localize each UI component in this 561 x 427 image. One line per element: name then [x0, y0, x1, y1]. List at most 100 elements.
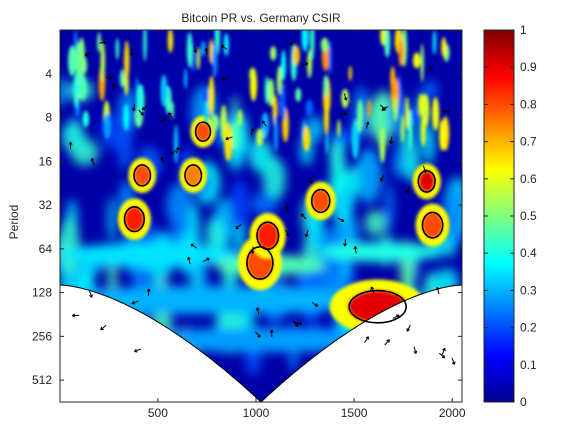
phase-arrow-head: [131, 107, 136, 112]
y-axis-label: Period: [7, 205, 21, 240]
phase-arrow-head: [160, 156, 165, 161]
x-axis: 500 1000 1500 2000: [148, 30, 466, 420]
coherence-texture: [60, 217, 80, 275]
phase-arrow-head: [261, 120, 266, 124]
coherence-texture: [392, 149, 404, 179]
coherence-streak: [323, 99, 330, 135]
coherence-streak: [418, 93, 425, 118]
phase-arrow-head: [257, 334, 261, 338]
y-tick-label: 16: [39, 154, 53, 168]
phase-arrow-head: [314, 303, 319, 307]
phase-arrow: [413, 346, 417, 354]
coherence-streak: [431, 96, 440, 131]
phase-arrow: [439, 352, 446, 359]
coherence-streak: [183, 68, 188, 90]
coherence-streak: [82, 110, 90, 128]
phase-arrow: [100, 324, 107, 331]
phase-arrow-head: [72, 313, 76, 318]
phase-arrow: [255, 331, 261, 338]
coherence-streak: [280, 50, 287, 81]
coherence-streak: [295, 87, 302, 102]
coherence-streak: [270, 46, 277, 61]
coherence-streak: [73, 72, 79, 109]
phase-arrow-head: [413, 350, 418, 354]
phase-arrow-head: [186, 256, 191, 261]
phase-arrow: [235, 223, 242, 230]
colorbar-tick-label: 0.6: [520, 172, 537, 186]
coherence-streak: [328, 41, 333, 75]
coherence-streak: [405, 96, 409, 130]
phase-arrow: [105, 76, 113, 80]
phase-arrow: [190, 243, 198, 249]
phase-arrow: [141, 105, 148, 111]
coherence-peak: [184, 164, 202, 187]
coherence-streak: [223, 33, 229, 57]
colorbar-tick-label: 0.9: [520, 60, 537, 74]
colorbar-tick-label: 1: [520, 23, 527, 37]
phase-arrow-head: [446, 109, 450, 114]
coherence-peak: [311, 188, 331, 213]
coherence-streak: [439, 120, 445, 151]
phase-arrow-head: [140, 112, 144, 116]
coherence-streak: [173, 124, 179, 164]
coherence-streak: [307, 49, 313, 79]
coherence-streak: [301, 30, 309, 52]
phase-arrow-head: [379, 178, 384, 182]
coherence-streak: [100, 41, 106, 83]
phase-arrow: [293, 320, 299, 327]
phase-arrow-head: [340, 218, 345, 223]
coherence-band: [320, 242, 440, 262]
coherence-streak: [384, 30, 391, 58]
phase-arrow-head: [451, 361, 456, 365]
coherence-streak: [203, 88, 210, 103]
coherence-streak: [167, 30, 174, 53]
colorbar: 0 0.1 0.2 0.3 0.4 0.5 0.6 0.7 0.8 0.9 1: [483, 23, 537, 409]
phase-arrow-head: [68, 141, 73, 145]
coherence-streak: [398, 38, 404, 67]
coherence-texture: [446, 190, 462, 248]
phase-arrow-head: [111, 83, 116, 87]
coherence-streak: [75, 42, 83, 81]
coherence-streak: [432, 30, 437, 55]
phase-arrow-head: [344, 111, 348, 116]
phase-arrow-head: [193, 49, 198, 53]
coherence-streak: [143, 30, 147, 62]
significance-contour: [417, 169, 436, 193]
colorbar-tick-label: 0.8: [520, 97, 537, 111]
phase-arrow-head: [294, 323, 299, 328]
x-tick-label: 1000: [243, 406, 270, 420]
phase-arrow-head: [441, 354, 446, 359]
phase-arrow: [160, 157, 165, 164]
phase-arrow-head: [90, 157, 95, 162]
phase-arrow-head: [298, 321, 303, 326]
coherence-streak: [208, 75, 215, 118]
phase-arrow: [91, 158, 95, 166]
phase-arrow-head: [365, 336, 369, 340]
coherence-streak: [393, 96, 398, 122]
phase-arrow: [301, 62, 309, 67]
phase-arrow: [354, 246, 357, 254]
coherence-texture: [107, 197, 116, 242]
x-tick-label: 1500: [341, 406, 368, 420]
phase-arrow-head: [255, 307, 260, 311]
coherence-streak: [97, 32, 102, 53]
phase-arrow-head: [220, 44, 225, 49]
coherence-peak: [124, 206, 145, 233]
coherence-streak: [323, 74, 329, 98]
phase-arrow: [381, 106, 389, 111]
coherence-streak: [310, 30, 315, 61]
coherence-streak: [196, 47, 201, 70]
coherence-streak: [276, 65, 283, 96]
y-tick-label: 32: [39, 198, 53, 212]
significance-contour: [256, 221, 280, 251]
phase-arrow-head: [386, 339, 390, 343]
phase-arrow: [221, 45, 228, 50]
significance-contours: [123, 121, 444, 324]
phase-arrow: [294, 322, 303, 325]
phase-arrow-head: [284, 205, 289, 209]
coherence-streak: [379, 126, 386, 163]
coherence-texture: [355, 148, 382, 204]
phase-arrow: [451, 357, 455, 365]
phase-arrow: [305, 230, 309, 238]
phase-arrow: [193, 45, 197, 53]
